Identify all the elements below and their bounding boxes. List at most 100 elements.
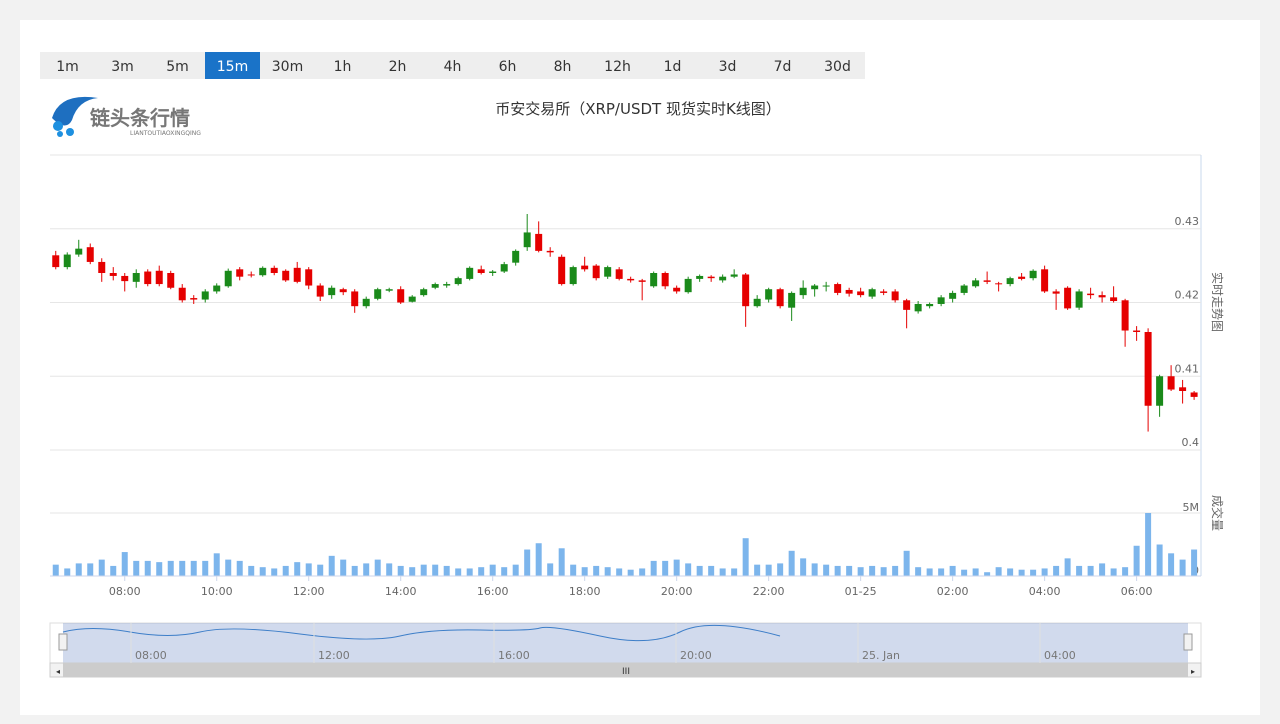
- candle-body: [730, 274, 738, 277]
- candle-body: [305, 269, 313, 286]
- candle-body: [742, 274, 750, 307]
- candle-body: [834, 284, 842, 293]
- candle-body: [949, 292, 957, 299]
- candle-body: [339, 289, 347, 293]
- volume-bar: [75, 563, 82, 576]
- volume-bar: [110, 565, 117, 576]
- volume-bar: [926, 568, 933, 576]
- volume-bar: [708, 565, 715, 576]
- candle-body: [707, 276, 715, 279]
- candle-body: [696, 275, 704, 279]
- volume-bar: [328, 555, 335, 576]
- tab-label[interactable]: 6h: [499, 59, 517, 75]
- candle-body: [500, 264, 508, 272]
- volume-bar: [777, 563, 784, 576]
- tab-label[interactable]: 1d: [664, 59, 682, 75]
- volume-bar: [1053, 565, 1060, 576]
- x-tick-label: 16:00: [477, 585, 509, 598]
- tab-label[interactable]: 30m: [272, 59, 303, 75]
- candle-body: [937, 297, 945, 304]
- volume-bar: [1133, 545, 1140, 576]
- candle-body: [98, 261, 106, 273]
- candle-body: [1006, 278, 1014, 285]
- candle-body: [891, 291, 899, 301]
- volume-bar: [961, 569, 968, 576]
- candle-body: [52, 255, 60, 268]
- volume-bar: [386, 563, 393, 576]
- candle-body: [178, 287, 186, 301]
- x-tick-label: 10:00: [201, 585, 233, 598]
- candle-body: [328, 287, 336, 296]
- candle-body: [167, 273, 175, 288]
- candle-body: [1167, 376, 1175, 390]
- candle-body: [1041, 269, 1049, 292]
- tab-label[interactable]: 4h: [444, 59, 462, 75]
- x-tick-label: 22:00: [753, 585, 785, 598]
- tab-label[interactable]: 3d: [719, 59, 737, 75]
- volume-bar: [409, 567, 416, 576]
- candle-body: [397, 289, 405, 303]
- tab-label[interactable]: 30d: [824, 59, 851, 75]
- candle-body: [983, 280, 991, 282]
- y-tick-label: 0.43: [1175, 215, 1200, 228]
- volume-bar: [1156, 544, 1163, 576]
- candle-body: [753, 298, 761, 307]
- y-tick-label: 0.4: [1182, 436, 1200, 449]
- candle-body: [1087, 293, 1095, 296]
- tab-label[interactable]: 7d: [774, 59, 792, 75]
- volume-bar: [581, 567, 588, 576]
- volume-bar: [144, 560, 151, 576]
- volume-bar: [167, 560, 174, 576]
- candle-body: [1179, 387, 1187, 391]
- tab-label[interactable]: 5m: [166, 59, 189, 75]
- tab-label[interactable]: 3m: [111, 59, 134, 75]
- tab-label[interactable]: 12h: [604, 59, 631, 75]
- candle-body: [144, 271, 152, 285]
- logo-name: 链头条行情: [90, 106, 190, 130]
- candle-body: [1064, 287, 1072, 309]
- candle-body: [903, 300, 911, 310]
- candle-body: [109, 273, 117, 276]
- candle-body: [523, 232, 531, 248]
- volume-bar: [98, 559, 105, 576]
- volume-bar: [248, 565, 255, 576]
- candle-body: [86, 247, 94, 262]
- candle-body: [155, 270, 163, 285]
- volume-bar: [869, 565, 876, 576]
- svg-text:◂: ◂: [56, 667, 60, 676]
- volume-bar: [823, 564, 830, 576]
- tab-label[interactable]: 1m: [56, 59, 79, 75]
- volume-bar: [719, 568, 726, 576]
- volume-bar: [1168, 553, 1175, 576]
- x-tick-label: 04:00: [1029, 585, 1061, 598]
- tab-label[interactable]: 8h: [554, 59, 572, 75]
- volume-bar: [662, 560, 669, 576]
- tab-label[interactable]: 15m: [217, 59, 248, 75]
- volume-bar: [121, 552, 128, 576]
- x-tick-label: 20:00: [661, 585, 693, 598]
- volume-axis-title: 成交量: [1210, 495, 1225, 531]
- candle-body: [247, 274, 255, 276]
- navigator-label: 04:00: [1044, 649, 1076, 662]
- candle-body: [845, 289, 853, 294]
- panel: [20, 20, 1260, 715]
- candle-body: [684, 278, 692, 293]
- volume-bar: [834, 565, 841, 576]
- volume-bar: [340, 559, 347, 576]
- tab-label[interactable]: 1h: [334, 59, 352, 75]
- volume-bar: [363, 563, 370, 576]
- tab-label[interactable]: 2h: [389, 59, 407, 75]
- candle-body: [638, 280, 646, 282]
- tab[interactable]: [205, 52, 260, 79]
- candle-body: [1018, 276, 1026, 279]
- volume-bar: [1145, 513, 1152, 576]
- volume-bar: [225, 559, 232, 576]
- candle-body: [581, 265, 589, 270]
- candle-body: [443, 284, 451, 286]
- volume-bar: [984, 572, 991, 576]
- candle-body: [822, 285, 830, 287]
- volume-bar: [87, 563, 94, 576]
- candle-body: [972, 280, 980, 287]
- volume-bar: [857, 567, 864, 576]
